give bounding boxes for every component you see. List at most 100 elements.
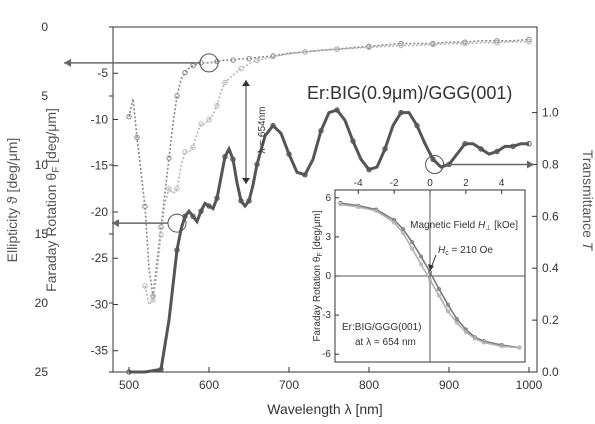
inset-point-1-6 [419,262,424,267]
faraday-point-42 [526,39,532,45]
faraday-point-30 [334,46,340,52]
faraday-tick-label-6: -35 [91,344,109,358]
coercivity-annotation: Hc = 210 Oe [428,245,493,271]
ellipticity-point-12 [174,93,180,99]
transmittance-point-44 [414,122,420,129]
x-tick-label-4: 900 [439,378,459,392]
faraday-tick-label-4: -25 [91,251,109,265]
x-tick-label-2: 700 [279,378,299,392]
inset-sample-label: Er:BIG/GGG(001) [342,322,421,333]
transmittance-point-0 [126,369,132,375]
transmittance-point-14 [214,195,220,201]
transmittance-point-2 [158,366,164,373]
ellipticity-point-24 [246,56,252,62]
transmittance-point-38 [366,166,372,173]
transmittance-point-4 [174,247,180,253]
faraday-point-32 [366,44,372,51]
transmittance-point-16 [222,153,228,160]
inset-point-1-10 [454,320,459,325]
inset-point-0-9 [445,302,450,307]
inset-point-1-0 [338,202,343,207]
inset-point-1-14 [499,344,504,349]
inset-y-axis-label: Faraday Rotation θF [deg/μm] [312,210,324,341]
faraday-point-22 [238,65,244,72]
x-axis-label: Wavelength λ [nm] [267,401,382,417]
transmittance-series-line [129,108,529,374]
inset-point-0-3 [392,217,397,222]
faraday-point-40 [494,40,500,46]
inset-point-1-2 [374,208,379,213]
y-axis-label-ellipticity: Ellipticity ϑ [deg/μm] [4,138,20,263]
inset-point-0-4 [401,227,406,232]
faraday-tick-label-3: -20 [91,205,109,219]
ellipticity-point-6 [150,293,156,299]
transmittance-point-46 [430,156,436,162]
transmittance-point-40 [382,146,388,152]
ellipticity-point-2 [134,134,140,141]
main-axes: 500 600 700 800 900 10000510152025-5-10-15-20… [35,20,559,392]
inset-axes: -4 -2 0 2 4 -6 -3 0 3 6 [322,178,525,362]
ellipticity-tick-label-2: 10 [35,158,49,172]
faraday-point-14 [198,121,204,127]
wavelength-annotation: λ = 654nm [257,107,268,154]
series-axis-arrows [64,53,534,233]
transmittance-point-24 [254,161,260,168]
transmittance-point-54 [494,148,500,155]
inset-series-line-0 [340,202,520,349]
transmittance-point-18 [230,156,236,162]
ellipticity-tick-label-5: 25 [35,365,49,379]
sample-annotation: Er:BIG(0.9μm)/GGG(001) [307,83,512,103]
faraday-tick-label-5: -30 [91,297,109,311]
ellipticity-tick-label-0: 0 [41,20,48,34]
transmittance-point-56 [510,143,516,150]
inset-y-tick-label-1: -3 [322,310,331,321]
ellipticity-tick-label-1: 5 [41,89,48,103]
transmittance-tick-label-1: 0.2 [542,313,559,327]
faraday-series-line [144,40,529,307]
faraday-point-36 [430,41,436,48]
inset-y-tick-label-4: 6 [325,193,331,204]
main-plot-frame [112,26,538,373]
transmittance-point-42 [398,109,404,116]
wavelength-marker: λ = 654nm [242,80,268,184]
transmittance-point-50 [462,141,468,147]
transmittance-tick-label-0: 0.0 [542,365,559,379]
inset-point-0-6 [419,254,424,259]
inset-point-1-11 [463,330,468,335]
faraday-tick-label-2: -15 [91,159,109,173]
inset-series-layer [338,201,522,350]
faraday-point-26 [270,53,276,60]
faraday-point-0 [142,283,148,289]
faraday-point-8 [174,186,180,192]
main-series-layer [126,36,532,375]
x-tick-label-1: 600 [199,378,219,392]
faraday-point-28 [302,49,308,55]
ellipticity-point-0 [126,114,132,120]
faraday-point-20 [222,79,228,86]
faraday-point-4 [158,232,164,238]
inset-point-1-7 [427,277,432,282]
inset-y-tick-label-2: 0 [325,271,331,282]
svg-text:Hc = 210 Oe: Hc = 210 Oe [438,245,493,257]
faraday-point-6 [166,186,172,192]
inset-y-tick-label-3: 3 [325,232,331,243]
ellipticity-marker-head [64,58,71,67]
transmittance-point-8 [190,213,196,220]
inset-point-0-10 [454,316,459,321]
inset-point-1-3 [392,220,397,225]
faraday-point-16 [206,116,212,123]
inset-y-tick-label-0: -6 [322,349,331,360]
faraday-tick-label-0: -5 [97,66,108,80]
y-axis-label-transmittance: Transmittance T [580,150,595,252]
inset-x-tick-label-2: 0 [427,178,433,189]
x-tick-label-0: 500 [119,378,139,392]
ellipticity-point-10 [166,155,172,161]
transmittance-point-36 [350,138,356,144]
transmittance-point-20 [238,198,244,204]
transmittance-point-10 [198,208,204,214]
faraday-marker-head [112,219,119,228]
inset-x-axis-label: Magnetic Field H⊥ [kOe] [410,220,518,232]
transmittance-point-34 [334,107,340,113]
faraday-point-38 [462,40,468,47]
